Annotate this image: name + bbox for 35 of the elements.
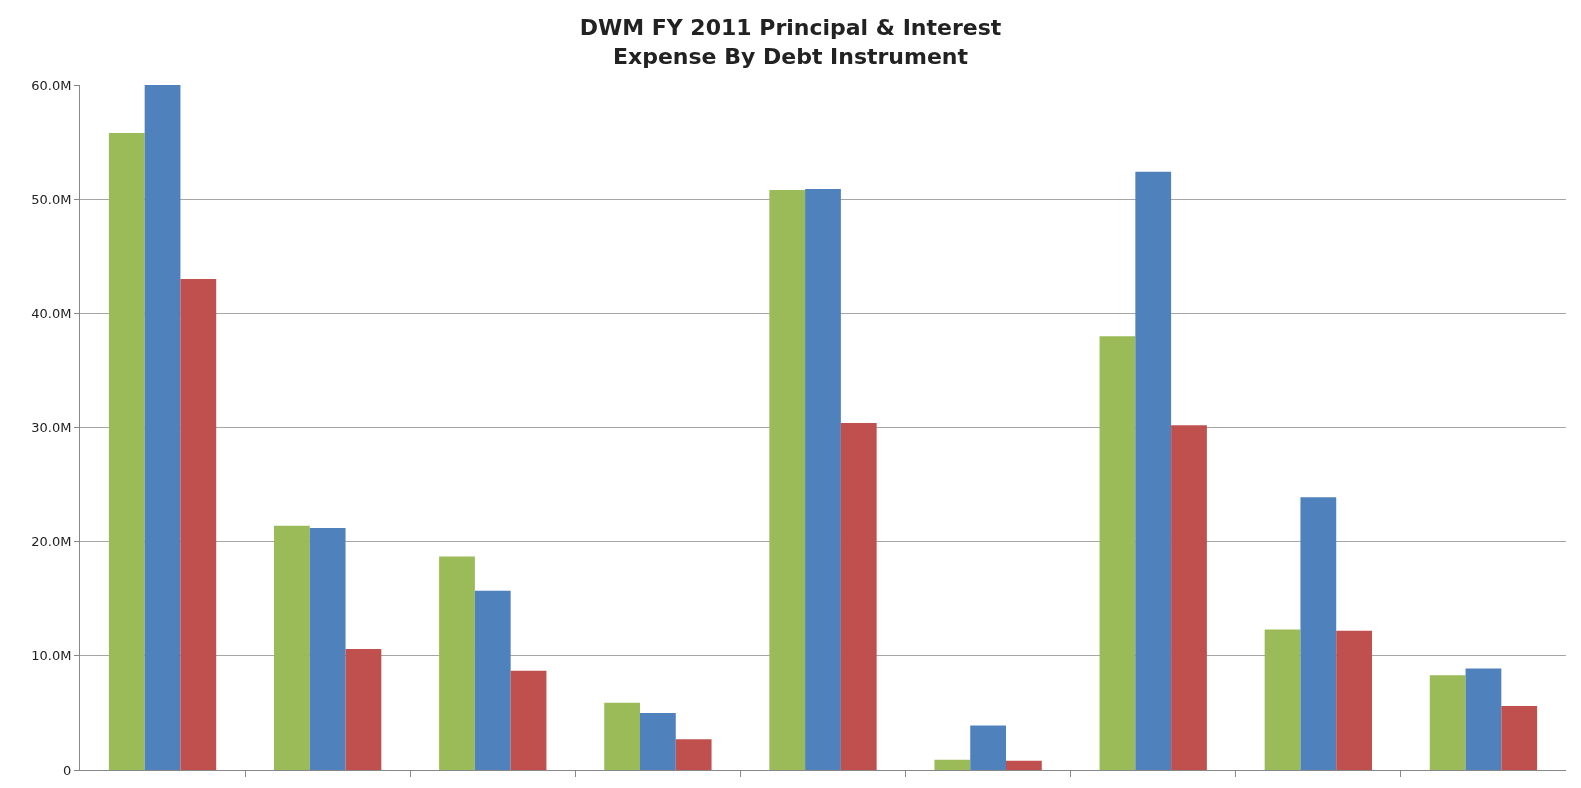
bar	[840, 422, 877, 770]
bar	[474, 590, 511, 770]
y-tick-label: 30.0M	[31, 420, 72, 436]
bar	[1006, 760, 1042, 770]
bar	[640, 712, 676, 770]
bar	[769, 190, 806, 770]
bar	[309, 527, 346, 770]
bar	[805, 188, 841, 770]
bar	[675, 739, 712, 770]
chart-title: DWM FY 2011 Principal & Interest Expense By Debt Instrument	[579, 15, 1002, 70]
y-tick-label: 40.0M	[31, 305, 72, 321]
bar	[1465, 668, 1502, 770]
bar	[180, 279, 217, 770]
bar	[1300, 497, 1337, 770]
bar	[439, 556, 475, 770]
bar	[1429, 675, 1466, 770]
bar	[510, 670, 547, 770]
bar	[604, 702, 640, 770]
bar	[1099, 336, 1136, 770]
bar	[108, 132, 145, 770]
bar	[970, 725, 1006, 770]
bar	[1171, 425, 1207, 770]
bar	[1336, 630, 1372, 770]
bar	[1264, 629, 1301, 770]
y-tick-label: 50.0M	[31, 191, 72, 207]
bar	[345, 648, 382, 770]
bar	[1501, 706, 1538, 770]
bar	[144, 85, 181, 770]
y-tick-label: 0	[63, 762, 72, 778]
bar	[934, 759, 971, 770]
y-tick-label: 20.0M	[31, 534, 72, 550]
y-tick-label: 60.0M	[31, 77, 72, 93]
bar	[1135, 171, 1172, 770]
bar	[274, 525, 310, 770]
y-tick-label: 10.0M	[31, 648, 72, 664]
